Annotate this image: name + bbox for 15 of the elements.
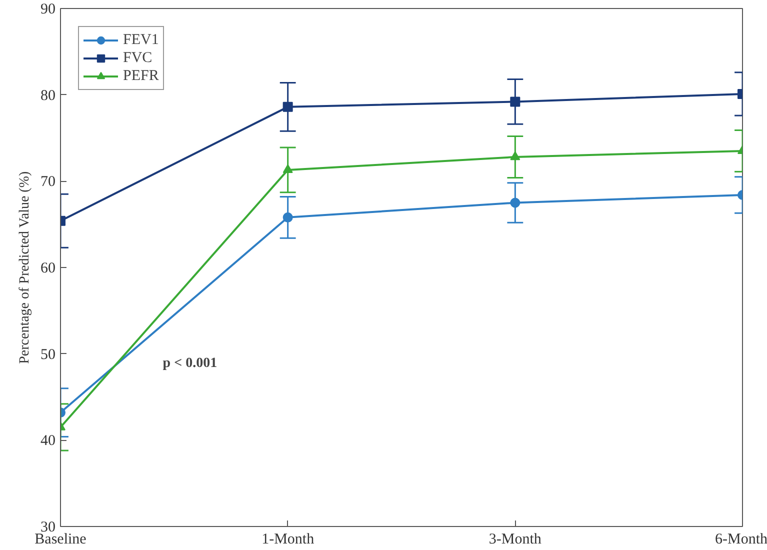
y-tick-label: 60 [40,260,56,276]
annotation: p < 0.001 [162,356,218,372]
y-axis-title: Percentage of Predicted Value (%) [18,171,32,364]
x-tick-label: 6-Month [715,532,767,548]
y-tick-label: 80 [40,88,56,104]
x-tick-label: 3-Month [488,532,542,548]
legend-label: FVC [123,49,152,67]
legend-label: PEFR [123,67,159,85]
legend-label: FEV1 [123,31,159,49]
x-tick-label: Baseline [34,532,87,548]
y-tick-label: 90 [40,2,56,18]
y-tick-label: 50 [40,346,56,363]
y-tick-label: 70 [40,174,56,190]
x-tick-label: 1-Month [262,532,315,548]
y-tick-label: 40 [40,433,56,450]
